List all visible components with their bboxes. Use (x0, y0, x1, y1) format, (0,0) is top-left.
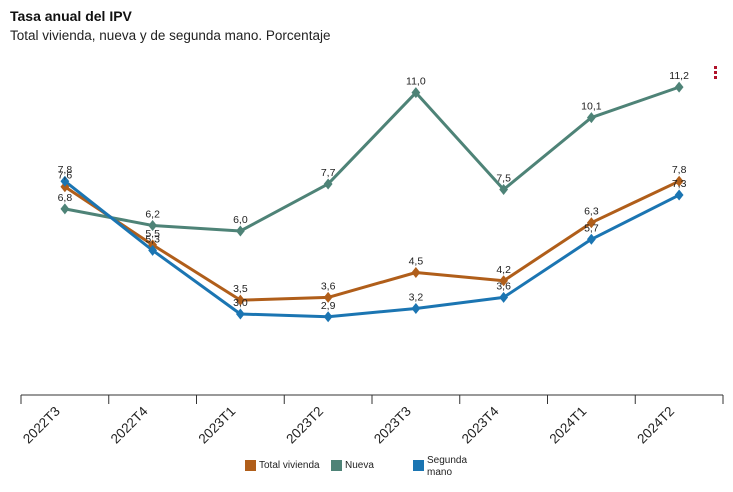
data-point-total-vivienda (411, 267, 421, 278)
x-tick-label: 2023T3 (371, 404, 414, 447)
data-label-segunda-mano: 7,8 (58, 164, 73, 176)
data-point-segunda-mano (148, 244, 158, 256)
x-tick-label: 2023T4 (459, 403, 502, 446)
chart-title: Tasa anual del IPV (10, 8, 132, 24)
data-point-nueva (411, 87, 421, 99)
data-point-nueva (148, 219, 158, 231)
data-label-nueva: 6,0 (233, 214, 248, 226)
data-label-nueva: 11,2 (669, 70, 689, 82)
data-point-nueva (499, 184, 509, 195)
legend-label-nueva: Nueva (345, 460, 374, 471)
data-label-segunda-mano: 3,0 (233, 297, 248, 309)
data-point-segunda-mano (586, 233, 596, 245)
x-tick-label: 2024T2 (634, 404, 677, 447)
data-point-total-vivienda (60, 181, 70, 193)
data-point-nueva (586, 112, 596, 124)
data-label-nueva: 11,0 (406, 76, 426, 88)
data-label-nueva: 7,5 (496, 173, 511, 185)
legend-swatch-nueva (331, 460, 342, 471)
data-point-nueva (674, 81, 684, 93)
data-label-total-vivienda: 4,2 (496, 264, 511, 276)
x-tick-label: 2022T3 (20, 404, 63, 447)
data-label-nueva: 10,1 (581, 101, 602, 113)
x-tick-label: 2024T1 (547, 404, 590, 447)
data-label-total-vivienda: 3,5 (233, 283, 248, 295)
data-label-total-vivienda: 3,6 (321, 280, 336, 292)
data-label-total-vivienda: 7,8 (672, 164, 687, 176)
data-label-segunda-mano: 3,2 (409, 291, 424, 303)
data-label-total-vivienda: 7,6 (58, 170, 73, 182)
data-label-nueva: 6,8 (58, 192, 73, 204)
data-label-total-vivienda: 6,3 (584, 206, 599, 218)
data-label-segunda-mano: 2,9 (321, 300, 336, 312)
data-point-nueva (60, 203, 70, 215)
legend-swatch-segunda-mano (413, 460, 424, 471)
data-label-total-vivienda: 4,5 (409, 256, 424, 268)
data-point-total-vivienda (586, 217, 596, 229)
data-label-segunda-mano: 3,6 (496, 280, 511, 292)
chart-subtitle: Total vivienda, nueva y de segunda mano.… (10, 28, 331, 43)
data-point-segunda-mano (323, 311, 333, 323)
data-point-segunda-mano (411, 302, 421, 314)
legend-label-segunda-mano: Segunda mano (427, 455, 468, 478)
data-point-total-vivienda (323, 291, 333, 303)
data-point-segunda-mano (674, 189, 684, 201)
data-point-total-vivienda (499, 275, 509, 287)
kebab-menu-icon[interactable] (710, 66, 720, 82)
data-label-segunda-mano: 5,3 (145, 233, 160, 245)
series-line-nueva (63, 85, 681, 233)
data-point-nueva (323, 178, 333, 190)
data-label-nueva: 6,2 (145, 208, 160, 220)
x-tick-label: 2022T4 (108, 403, 151, 446)
legend-swatch-total-vivienda (245, 460, 256, 471)
data-label-segunda-mano: 7,3 (672, 178, 687, 190)
data-point-segunda-mano (235, 308, 245, 320)
data-point-segunda-mano (499, 291, 509, 303)
x-tick-label: 2023T1 (196, 404, 239, 447)
data-label-segunda-mano: 5,7 (584, 222, 599, 234)
data-label-nueva: 7,7 (321, 167, 336, 179)
data-point-nueva (235, 225, 245, 237)
data-point-total-vivienda (148, 239, 158, 251)
x-tick-label: 2023T2 (283, 404, 326, 447)
data-point-total-vivienda (235, 294, 245, 306)
data-point-total-vivienda (674, 175, 684, 187)
data-label-total-vivienda: 5,5 (145, 228, 160, 240)
legend-label-total-vivienda: Total vivienda (259, 460, 320, 471)
data-point-segunda-mano (60, 175, 70, 187)
series-line-segunda-mano (63, 179, 681, 319)
series-line-total-vivienda (63, 179, 681, 302)
